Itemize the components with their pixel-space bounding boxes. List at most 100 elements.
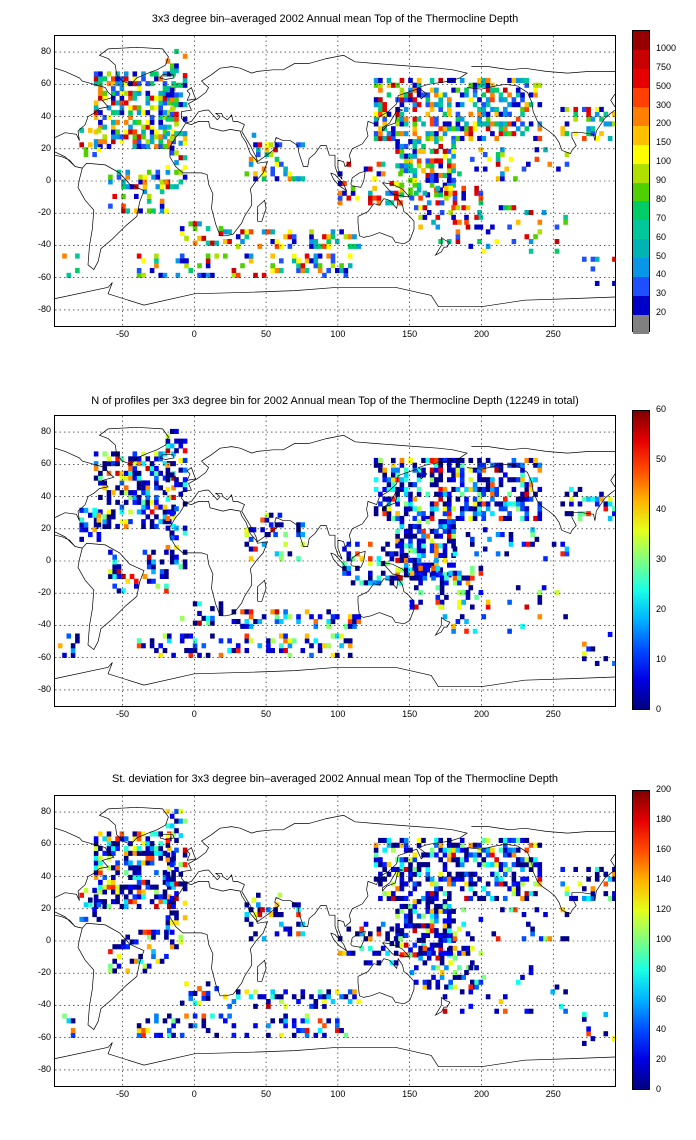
data-cell <box>455 116 461 122</box>
data-cell <box>395 486 400 492</box>
data-cell <box>154 105 159 111</box>
data-cell <box>451 519 456 525</box>
data-cell <box>422 575 428 581</box>
data-cell <box>108 963 113 969</box>
data-cell <box>409 195 415 201</box>
y-tick-label: -80 <box>37 303 51 314</box>
data-cell <box>408 177 413 183</box>
data-cell <box>385 551 390 557</box>
colorbar-segment <box>633 87 649 107</box>
data-cell <box>317 648 323 654</box>
data-cell <box>564 891 570 897</box>
data-cell <box>438 847 443 853</box>
data-cell <box>455 462 461 468</box>
data-cell <box>382 876 387 882</box>
data-cell <box>422 190 428 196</box>
data-cell <box>395 866 400 872</box>
data-cell <box>455 847 461 853</box>
data-cell <box>464 857 469 863</box>
data-cell <box>422 979 428 985</box>
data-cell <box>500 176 505 182</box>
data-cell <box>154 504 159 510</box>
data-cell <box>136 272 142 278</box>
data-cell <box>376 580 382 586</box>
data-cell <box>83 152 89 158</box>
data-cell <box>205 981 211 987</box>
data-cell <box>287 234 293 240</box>
data-cell <box>403 528 409 534</box>
data-cell <box>264 532 270 538</box>
data-cell <box>528 121 534 127</box>
data-cell <box>403 903 409 909</box>
data-cell <box>253 142 258 148</box>
data-cell <box>412 121 418 127</box>
data-cell <box>451 562 456 568</box>
data-cell <box>503 862 508 868</box>
data-cell <box>438 871 443 877</box>
data-cell <box>524 895 530 901</box>
coastline <box>382 108 404 132</box>
data-cell <box>452 551 458 557</box>
data-cell <box>165 448 171 454</box>
data-cell <box>227 638 232 644</box>
data-cell <box>347 253 353 259</box>
data-cell <box>182 818 188 824</box>
data-cell <box>322 643 327 649</box>
data-cell <box>447 837 452 843</box>
data-cell <box>164 573 169 579</box>
data-cell <box>266 907 271 913</box>
data-cell <box>201 643 207 649</box>
data-cell <box>477 239 482 245</box>
data-cell <box>582 511 587 517</box>
data-cell <box>447 496 452 502</box>
data-cell <box>174 63 179 69</box>
data-cell <box>586 1031 591 1037</box>
data-cell <box>372 185 377 191</box>
data-cell <box>165 131 171 137</box>
data-cell <box>564 546 570 552</box>
data-cell <box>520 97 525 103</box>
data-cell <box>141 129 146 135</box>
data-cell <box>141 841 146 847</box>
data-cell <box>174 920 179 926</box>
data-cell <box>355 541 360 547</box>
data-cell <box>547 936 553 942</box>
data-cell <box>403 842 409 848</box>
data-cell <box>155 929 161 935</box>
data-cell <box>416 87 422 93</box>
data-cell <box>425 163 431 169</box>
data-cell <box>197 652 202 658</box>
data-cell <box>459 989 465 995</box>
data-cell <box>426 955 432 961</box>
data-cell <box>309 243 314 249</box>
data-cell <box>438 97 443 103</box>
data-cell <box>270 268 275 274</box>
data-cell <box>550 989 555 995</box>
data-cell <box>197 263 202 269</box>
data-cell <box>503 472 508 478</box>
data-cell <box>573 106 578 112</box>
data-cell <box>115 485 120 491</box>
data-cell <box>128 865 133 871</box>
data-cell <box>524 862 530 868</box>
data-cell <box>121 203 126 209</box>
data-cell <box>158 1032 163 1038</box>
data-cell <box>261 166 267 172</box>
data-cell <box>136 860 142 866</box>
data-cell <box>347 623 353 629</box>
data-cell <box>468 131 474 137</box>
data-cell <box>102 874 107 880</box>
data-cell <box>442 131 448 137</box>
data-cell <box>235 989 241 995</box>
data-cell <box>106 831 112 837</box>
data-cell <box>477 496 482 502</box>
data-cell <box>490 131 495 137</box>
coastline <box>169 121 269 237</box>
data-cell <box>125 934 130 940</box>
data-cell <box>106 865 112 871</box>
data-cell <box>162 889 168 895</box>
data-cell <box>158 899 163 905</box>
data-cell <box>300 522 306 528</box>
data-cell <box>425 97 431 103</box>
data-cell <box>412 557 418 563</box>
